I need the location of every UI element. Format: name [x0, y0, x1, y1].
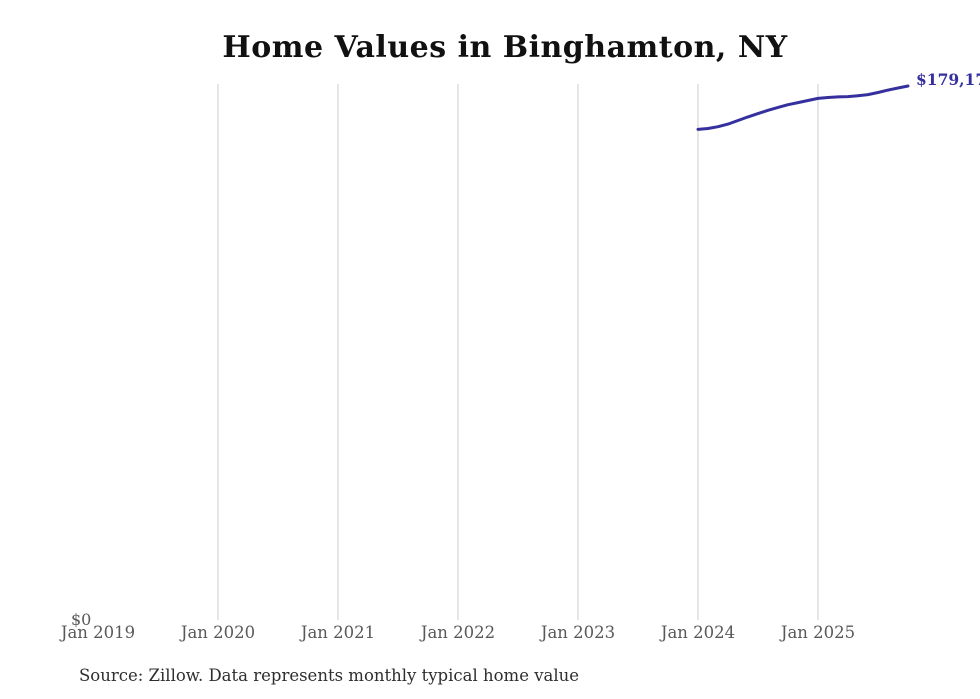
x-tick-label-2019: Jan 2019: [60, 623, 136, 642]
x-tick-label-2020: Jan 2020: [180, 623, 256, 642]
x-tick-label-2025: Jan 2025: [780, 623, 856, 642]
x-tick-label-2024: Jan 2024: [660, 623, 736, 642]
chart-title: Home Values in Binghamton, NY: [222, 30, 788, 65]
vertical-gridlines: [217, 84, 819, 620]
end-value-label: $179,17: [916, 70, 980, 89]
x-tick-label-2023: Jan 2023: [540, 623, 616, 642]
x-tick-label-2021: Jan 2021: [300, 623, 376, 642]
source-note: Source: Zillow. Data represents monthly …: [79, 666, 580, 685]
x-tick-label-2022: Jan 2022: [420, 623, 496, 642]
home-value-line: [696, 84, 910, 131]
y-axis-zero-label: $0: [71, 610, 92, 629]
